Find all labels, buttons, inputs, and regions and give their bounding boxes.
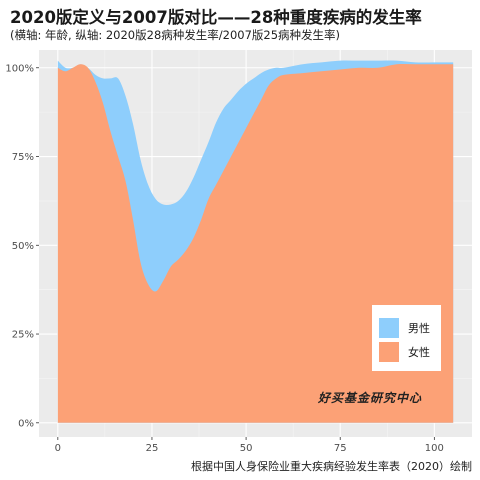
area-female <box>57 63 454 423</box>
chart-caption: 根据中国人身保险业重大疾病经验发生率表（2020）绘制 <box>191 460 472 473</box>
y-tick-label: 75% <box>12 152 34 163</box>
x-tick-label: 25 <box>146 443 159 454</box>
series-areas <box>57 60 454 423</box>
x-tick-label: 75 <box>334 443 347 454</box>
chart-title: 2020版定义与2007版对比——28种重度疾病的发生率 <box>10 8 422 27</box>
y-tick-label: 25% <box>12 330 34 341</box>
x-tick-label: 0 <box>55 443 61 454</box>
y-tick-label: 100% <box>5 63 34 74</box>
y-tick-label: 50% <box>12 241 34 252</box>
watermark-text: 好买基金研究中心 <box>317 391 422 405</box>
legend-label: 女性 <box>408 345 430 359</box>
y-tick-label: 0% <box>18 418 34 429</box>
x-tick-label: 50 <box>240 443 253 454</box>
chart-subtitle: (横轴: 年龄, 纵轴: 2020版28病种发生率/2007版25病种发生率) <box>10 28 341 42</box>
legend-key <box>379 342 399 362</box>
axis-ticks: 0 25 50 75 100 0% 25% 50% 75% 100% <box>5 63 443 454</box>
legend-label: 男性 <box>408 321 430 335</box>
x-tick-label: 100 <box>425 443 444 454</box>
legend-key <box>379 318 399 338</box>
